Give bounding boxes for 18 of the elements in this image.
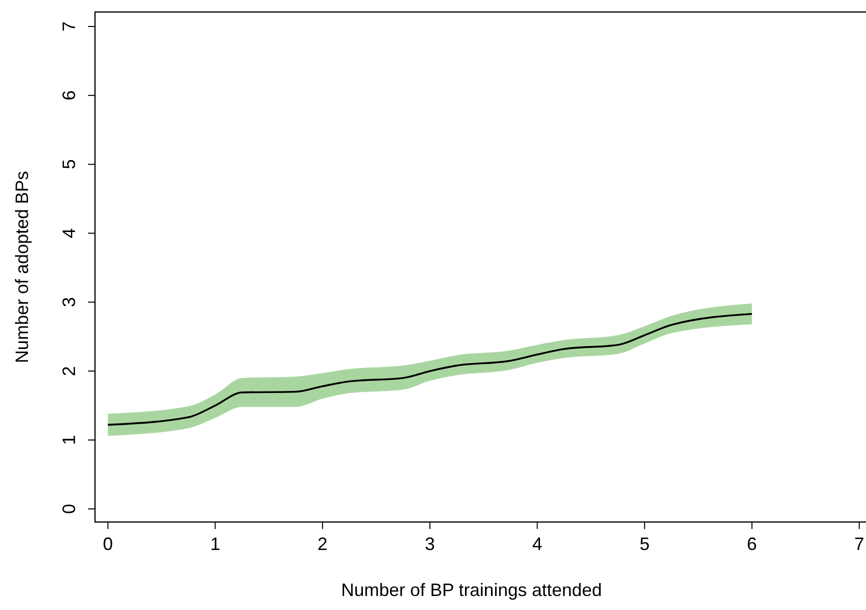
y-tick-label: 2 bbox=[59, 366, 79, 376]
y-axis-title: Number of adopted BPs bbox=[12, 170, 32, 364]
x-tick-label: 2 bbox=[318, 534, 328, 554]
x-tick-label: 5 bbox=[640, 534, 650, 554]
x-tick-label: 1 bbox=[210, 534, 220, 554]
x-tick-label: 7 bbox=[854, 534, 864, 554]
y-tick-label: 1 bbox=[59, 434, 79, 445]
y-tick-label: 3 bbox=[59, 297, 79, 308]
x-axis-title: Number of BP trainings attended bbox=[341, 580, 602, 600]
y-tick-label: 4 bbox=[59, 228, 79, 238]
x-tick-label: 4 bbox=[532, 534, 542, 554]
y-tick-label: 0 bbox=[59, 504, 79, 514]
x-tick-label: 6 bbox=[746, 534, 757, 554]
y-tick-label: 7 bbox=[59, 21, 79, 32]
y-tick-label: 6 bbox=[59, 90, 79, 100]
x-tick-label: 3 bbox=[424, 534, 435, 554]
y-tick-label: 5 bbox=[59, 159, 79, 170]
x-tick-label: 0 bbox=[102, 534, 113, 554]
